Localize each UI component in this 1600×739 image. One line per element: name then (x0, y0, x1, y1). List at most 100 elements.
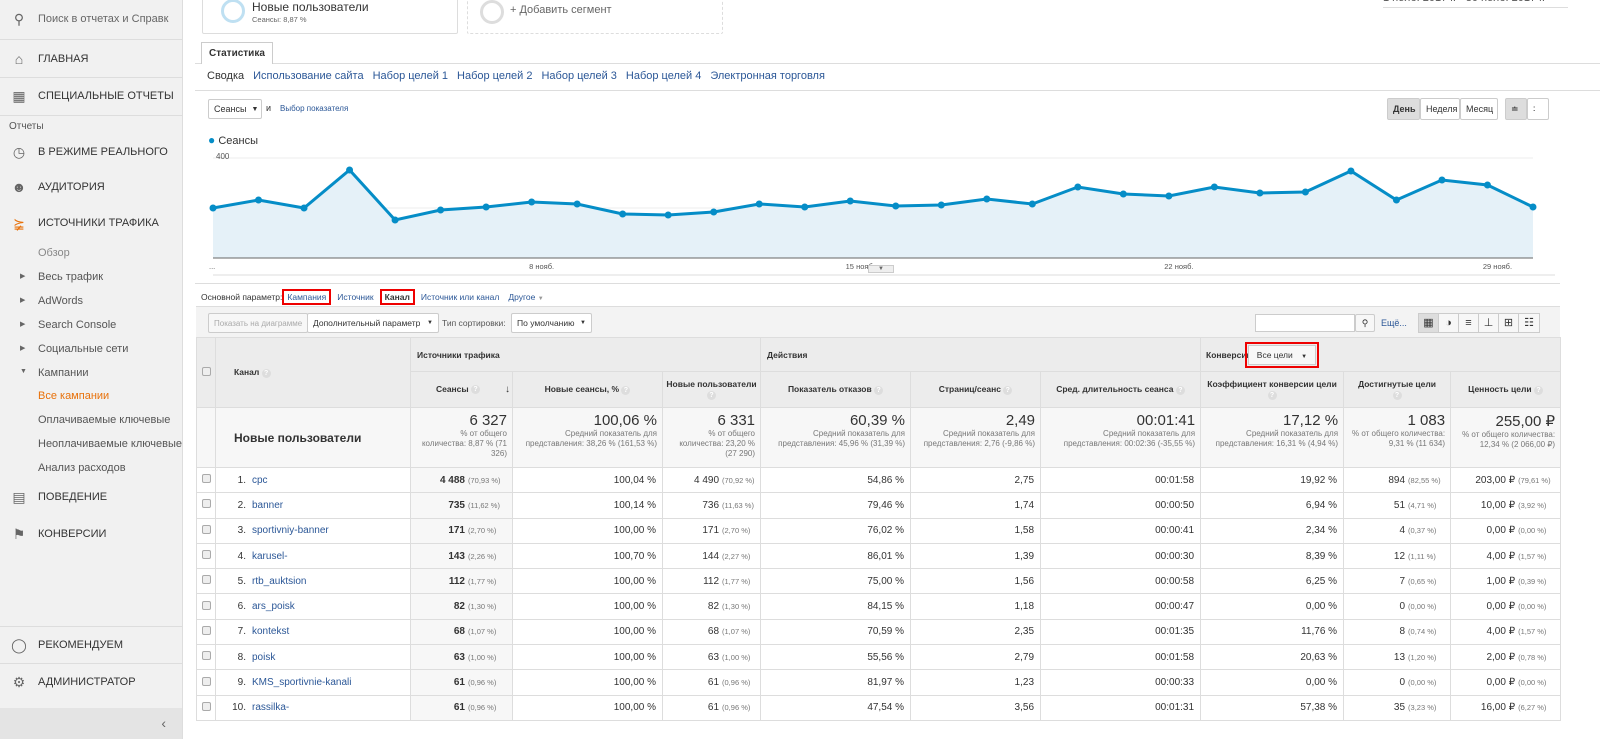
table-search-button[interactable]: ⚲ (1355, 314, 1375, 332)
row-checkbox[interactable] (201, 550, 211, 560)
sidebar-sub-organic-keywords[interactable]: Неоплачиваемые ключевые (38, 438, 182, 450)
chart-resize-handle[interactable]: ▼ (868, 265, 894, 273)
dimension-source-medium[interactable]: Источник или канал (420, 292, 500, 302)
table-view-icon[interactable]: ▦ (1419, 314, 1439, 332)
sidebar-sub-all-traffic[interactable]: Весь трафик (38, 271, 104, 283)
row-checkbox[interactable] (201, 651, 211, 661)
column-header-avg-session-duration[interactable]: Сред. длительность сеанса ? (1040, 371, 1202, 408)
column-header-sessions[interactable]: Сеансы ? ↓ (410, 371, 513, 408)
sidebar-sub-social[interactable]: Социальные сети (38, 343, 129, 355)
channel-link[interactable]: rtb_auktsion (252, 575, 307, 587)
search-input[interactable]: Поиск в отчетах и Справк (38, 13, 169, 25)
help-icon[interactable]: ? (1533, 385, 1543, 395)
channel-link[interactable]: KMS_sportivnie-kanali (252, 677, 352, 689)
row-checkbox[interactable] (201, 524, 211, 534)
sidebar-sub-paid-keywords[interactable]: Оплачиваемые ключевые (38, 414, 171, 426)
subtab-ecommerce[interactable]: Электронная торговля (710, 70, 825, 82)
choose-metric-link[interactable]: Выбор показателя (280, 104, 349, 113)
sidebar-item-custom-reports[interactable]: ▦ СПЕЦИАЛЬНЫЕ ОТЧЕТЫ (0, 78, 182, 114)
term-cloud-view-icon[interactable]: ⊞ (1499, 314, 1519, 332)
column-header-new-users[interactable]: Новые пользователи? (661, 371, 762, 408)
dimension-campaign[interactable]: Кампания (282, 289, 332, 305)
sidebar-sub-campaigns[interactable]: Кампании (38, 367, 89, 379)
secondary-dimension-select[interactable]: Дополнительный параметр ▼ (307, 313, 439, 333)
pie-view-icon[interactable]: ◑ (1439, 314, 1459, 332)
channel-link[interactable]: sportivniy-banner (252, 525, 329, 537)
dimension-source[interactable]: Источник (337, 292, 374, 302)
sort-desc-arrow-icon[interactable]: ↓ (505, 384, 510, 395)
comparison-view-icon[interactable]: ⊥ (1479, 314, 1499, 332)
sidebar-sub-overview[interactable]: Обзор (38, 247, 70, 259)
subtab-site-usage[interactable]: Использование сайта (253, 70, 364, 82)
sidebar-item-admin[interactable]: ⚙ АДМИНИСТРАТОР (0, 664, 182, 700)
column-header-channel[interactable]: Канал ? (215, 337, 411, 408)
help-icon[interactable]: ? (1267, 390, 1277, 400)
sidebar-item-audience[interactable]: ☻ АУДИТОРИЯ (0, 169, 182, 205)
subtab-goal-set-3[interactable]: Набор целей 3 (541, 70, 617, 82)
sidebar-sub-adwords[interactable]: AdWords (38, 295, 84, 307)
dimension-other[interactable]: Другое ▼ (508, 292, 543, 302)
pivot-view-icon[interactable]: ☷ (1524, 317, 1534, 329)
column-header-goal-completions[interactable]: Достигнутые цели? (1343, 371, 1452, 408)
motion-chart-button[interactable]: ∶ (1527, 98, 1549, 120)
sidebar-item-conversions[interactable]: ⚑ КОНВЕРСИИ (0, 516, 182, 552)
sidebar-sub-all-campaigns[interactable]: Все кампании (38, 390, 110, 402)
sidebar-item-acquisition[interactable]: ⪶ ИСТОЧНИКИ ТРАФИКА (0, 205, 182, 241)
sidebar-sub-cost-analysis[interactable]: Анализ расходов (38, 462, 126, 474)
row-checkbox[interactable] (201, 600, 211, 610)
advanced-filter-link[interactable]: Ещё... (1381, 318, 1407, 328)
subtab-goal-set-1[interactable]: Набор целей 1 (372, 70, 449, 82)
sidebar-item-realtime[interactable]: ◷ В РЕЖИМЕ РЕАЛЬНОГО (0, 134, 182, 170)
dimension-medium[interactable]: Канал (379, 289, 415, 305)
subtab-summary[interactable]: Сводка (207, 70, 245, 82)
channel-link[interactable]: poisk (252, 651, 276, 663)
channel-link[interactable]: cpc (252, 474, 268, 486)
performance-view-icon[interactable]: ≡ (1459, 314, 1479, 332)
channel-link[interactable]: ars_poisk (252, 601, 295, 613)
help-icon[interactable]: ? (874, 385, 884, 395)
sidebar-item-discover[interactable]: ◯ РЕКОМЕНДУЕМ (0, 627, 182, 663)
plot-rows-button[interactable]: Показать на диаграмме (208, 313, 309, 333)
search-reports[interactable]: ⚲ Поиск в отчетах и Справк (0, 1, 182, 37)
row-checkbox[interactable] (201, 676, 211, 686)
column-header-bounce-rate[interactable]: Показатель отказов ? (760, 371, 912, 408)
select-all-checkbox[interactable] (201, 367, 211, 376)
row-checkbox[interactable] (201, 625, 211, 635)
segment-card[interactable]: Новые пользователи Сеансы: 8,87 % (202, 0, 458, 34)
column-header-goal-conversion-rate[interactable]: Коэффициент конверсии цели? (1200, 371, 1345, 408)
help-icon[interactable]: ? (1175, 385, 1185, 395)
add-segment-button[interactable]: + Добавить сегмент (467, 0, 723, 34)
week-button[interactable]: Неделя (1420, 98, 1460, 120)
help-icon[interactable]: ? (471, 385, 481, 395)
channel-link[interactable]: karusel- (252, 550, 288, 562)
tab-statistics[interactable]: Статистика (201, 42, 273, 64)
sort-type-select[interactable]: По умолчанию ▼ (511, 313, 592, 333)
row-checkbox[interactable] (201, 701, 211, 711)
help-icon[interactable]: ? (707, 390, 716, 400)
day-button[interactable]: День (1387, 98, 1420, 120)
column-header-new-sessions-pct[interactable]: Новые сеансы, % ? (512, 371, 663, 408)
line-chart-button[interactable]: ≐ (1505, 98, 1527, 120)
help-icon[interactable]: ? (1392, 390, 1402, 400)
goal-select[interactable]: Все цели ▼ (1244, 341, 1320, 368)
collapse-sidebar-button[interactable]: ‹ (0, 708, 182, 739)
column-header-goal-value[interactable]: Ценность цели ? (1450, 371, 1562, 408)
row-checkbox[interactable] (201, 499, 211, 509)
row-checkbox[interactable] (201, 575, 211, 585)
table-search-input[interactable] (1255, 314, 1355, 332)
help-icon[interactable]: ? (261, 368, 271, 378)
metric-select[interactable]: Сеансы ▼ (208, 99, 262, 119)
date-range-picker[interactable]: 1 нояб. 2017 г. - 30 нояб. 2017 г. (1383, 0, 1568, 8)
row-checkbox[interactable] (201, 474, 211, 484)
sidebar-item-behavior[interactable]: ▤ ПОВЕДЕНИЕ (0, 479, 182, 515)
channel-link[interactable]: rassilka- (252, 702, 290, 714)
column-header-pages-per-session[interactable]: Страниц/сеанс ? (910, 371, 1042, 408)
subtab-goal-set-4[interactable]: Набор целей 4 (625, 70, 702, 82)
subtab-goal-set-2[interactable]: Набор целей 2 (457, 70, 533, 82)
sidebar-item-home[interactable]: ⌂ ГЛАВНАЯ (0, 41, 182, 77)
sidebar-sub-search-console[interactable]: Search Console (38, 319, 117, 331)
channel-link[interactable]: kontekst (252, 626, 290, 638)
channel-link[interactable]: banner (252, 499, 284, 511)
help-icon[interactable]: ? (1003, 385, 1013, 395)
help-icon[interactable]: ? (621, 385, 631, 395)
